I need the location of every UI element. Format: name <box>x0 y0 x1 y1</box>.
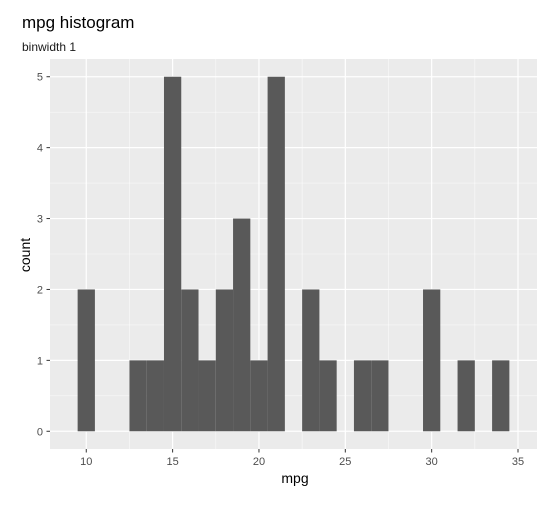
x-axis-label-wrap: mpg <box>0 470 560 486</box>
histogram-bar <box>302 289 319 431</box>
histogram-bar <box>268 77 285 432</box>
y-tick-label: 5 <box>37 72 43 84</box>
x-tick-label: 35 <box>512 456 524 468</box>
histogram-bar <box>371 360 388 431</box>
histogram-bar <box>233 219 250 432</box>
histogram-bar <box>164 77 181 432</box>
histogram-bar <box>492 360 509 431</box>
y-tick-label: 3 <box>37 214 43 226</box>
y-tick-label: 1 <box>37 355 43 367</box>
histogram-bar <box>458 360 475 431</box>
histogram-bar <box>216 289 233 431</box>
x-tick-label: 20 <box>253 456 265 468</box>
histogram-bar <box>147 360 164 431</box>
y-tick-label: 4 <box>37 143 43 155</box>
x-tick-label: 10 <box>80 456 92 468</box>
x-tick-label: 30 <box>426 456 438 468</box>
histogram-bar <box>199 360 216 431</box>
histogram-bar <box>78 289 95 431</box>
y-tick-label: 0 <box>37 426 43 438</box>
histogram-bar <box>250 360 267 431</box>
histogram-bar <box>423 289 440 431</box>
y-axis-label: count <box>17 238 33 272</box>
histogram-bar <box>129 360 146 431</box>
y-tick-label: 2 <box>37 284 43 296</box>
x-tick-label: 15 <box>166 456 178 468</box>
histogram-bar <box>181 289 198 431</box>
x-axis-label: mpg <box>281 470 308 486</box>
x-axis-tick-labels: 10 15 20 25 30 35 <box>80 456 524 468</box>
histogram-bar <box>354 360 371 431</box>
x-tick-label: 25 <box>339 456 351 468</box>
histogram-bar <box>319 360 336 431</box>
y-axis-tick-labels: 0 1 2 3 4 5 <box>37 72 43 439</box>
